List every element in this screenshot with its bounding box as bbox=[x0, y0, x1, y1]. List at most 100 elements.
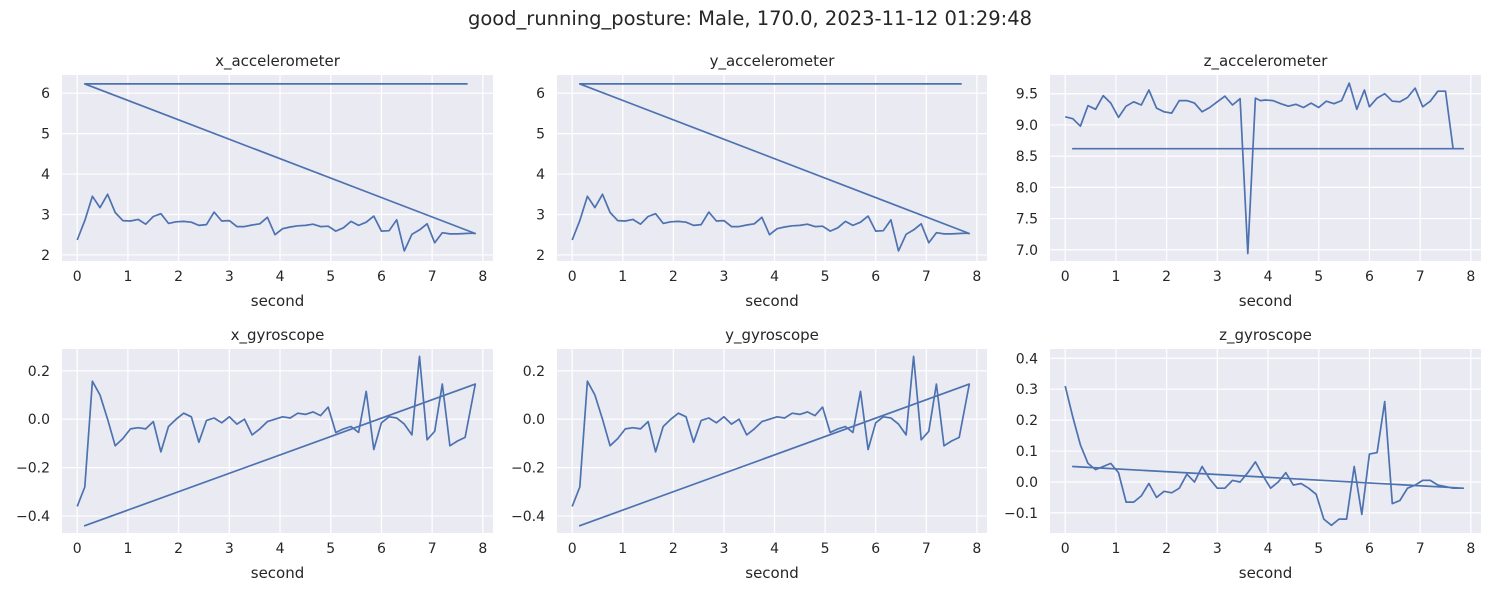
x-tick-label: 0 bbox=[568, 269, 577, 285]
subplot-title: y_accelerometer bbox=[710, 52, 836, 71]
subplot-title: z_accelerometer bbox=[1204, 52, 1329, 71]
x-tick-label: 1 bbox=[618, 269, 627, 285]
x-tick-label: 8 bbox=[972, 269, 981, 285]
subplot-z_accelerometer: 0 1 2 3 4 5 6 7 8 7.0 7.5 8.0 8.5 9.0 9.5 z_acceleromet… bbox=[1016, 52, 1481, 310]
x-tick-label: 5 bbox=[821, 269, 830, 285]
y-tick-label: 3 bbox=[536, 208, 545, 224]
x-tick-label: 3 bbox=[719, 541, 728, 557]
x-tick-label: 1 bbox=[618, 541, 627, 557]
x-axis-label: second bbox=[251, 564, 305, 582]
x-tick-label: 7 bbox=[1416, 541, 1425, 557]
x-tick-label: 6 bbox=[871, 269, 880, 285]
x-tick-label: 1 bbox=[1111, 269, 1120, 285]
x-tick-label: 0 bbox=[1061, 269, 1070, 285]
plot-area bbox=[62, 75, 493, 261]
plot-area bbox=[557, 349, 987, 533]
y-tick-label: 2 bbox=[41, 248, 50, 264]
y-tick-label: 6 bbox=[536, 86, 545, 102]
y-tick-label: 6 bbox=[41, 86, 50, 102]
y-tick-label: −0.1 bbox=[1004, 506, 1038, 522]
x-tick-label: 0 bbox=[568, 541, 577, 557]
subplot-title: x_accelerometer bbox=[215, 52, 341, 71]
series-line bbox=[1064, 82, 1465, 255]
subplot-title: x_gyroscope bbox=[231, 326, 325, 345]
series-line bbox=[1064, 385, 1465, 527]
x-tick-label: 3 bbox=[1213, 269, 1222, 285]
x-axis-label: second bbox=[251, 292, 305, 310]
x-tick-label: 1 bbox=[1111, 541, 1120, 557]
plot-area bbox=[62, 349, 493, 533]
x-tick-label: 2 bbox=[1162, 541, 1171, 557]
x-tick-label: 7 bbox=[922, 269, 931, 285]
y-tick-label: 8.0 bbox=[1016, 180, 1038, 196]
x-tick-label: 7 bbox=[922, 541, 931, 557]
y-tick-label: −0.2 bbox=[511, 461, 545, 477]
x-tick-label: 4 bbox=[770, 269, 779, 285]
y-tick-label: 3 bbox=[41, 208, 50, 224]
x-tick-label: 2 bbox=[174, 269, 183, 285]
subplot-title: z_gyroscope bbox=[1219, 326, 1312, 345]
x-tick-label: 2 bbox=[669, 269, 678, 285]
x-tick-label: 4 bbox=[276, 269, 285, 285]
x-axis-label: second bbox=[745, 564, 799, 582]
y-tick-label: −0.4 bbox=[16, 509, 50, 525]
x-tick-label: 6 bbox=[1365, 541, 1374, 557]
x-tick-label: 2 bbox=[1162, 269, 1171, 285]
x-tick-label: 6 bbox=[377, 541, 386, 557]
y-tick-label: 8.5 bbox=[1016, 149, 1038, 165]
x-tick-label: 5 bbox=[326, 269, 335, 285]
y-tick-label: 9.0 bbox=[1016, 118, 1038, 134]
subplot-title: y_gyroscope bbox=[725, 326, 819, 345]
x-tick-label: 2 bbox=[669, 541, 678, 557]
plot-area bbox=[1050, 349, 1481, 533]
y-tick-label: 0.0 bbox=[28, 412, 50, 428]
x-tick-label: 7 bbox=[1416, 269, 1425, 285]
y-tick-label: 0.2 bbox=[28, 364, 50, 380]
x-tick-label: 5 bbox=[821, 541, 830, 557]
x-tick-label: 1 bbox=[123, 269, 132, 285]
x-tick-label: 4 bbox=[770, 541, 779, 557]
x-tick-label: 6 bbox=[871, 541, 880, 557]
x-tick-label: 5 bbox=[1314, 269, 1323, 285]
x-tick-label: 3 bbox=[225, 269, 234, 285]
x-tick-label: 0 bbox=[1061, 541, 1070, 557]
y-tick-label: 4 bbox=[536, 167, 545, 183]
x-tick-label: 5 bbox=[1314, 541, 1323, 557]
series-line bbox=[76, 355, 477, 527]
x-tick-label: 1 bbox=[123, 541, 132, 557]
x-tick-label: 7 bbox=[428, 541, 437, 557]
subplot-z_gyroscope: 0 1 2 3 4 5 6 7 8 −0.1 0.0 0.1 0.2 0.3 0.4 z_gyroscopes… bbox=[1004, 326, 1481, 582]
x-tick-label: 3 bbox=[719, 269, 728, 285]
y-tick-label: 4 bbox=[41, 167, 50, 183]
figure-title: good_running_posture: Male, 170.0, 2023-… bbox=[467, 7, 1033, 30]
y-tick-label: −0.4 bbox=[511, 509, 545, 525]
x-tick-label: 7 bbox=[428, 269, 437, 285]
x-tick-label: 0 bbox=[73, 541, 82, 557]
series-line bbox=[571, 83, 971, 252]
x-tick-label: 3 bbox=[225, 541, 234, 557]
y-tick-label: 0.1 bbox=[1016, 444, 1038, 460]
y-tick-label: 7.0 bbox=[1016, 243, 1038, 259]
x-tick-label: 8 bbox=[1466, 269, 1475, 285]
y-tick-label: 0.3 bbox=[1016, 382, 1038, 398]
x-tick-label: 5 bbox=[326, 541, 335, 557]
y-tick-label: 0.4 bbox=[1016, 351, 1038, 367]
x-axis-label: second bbox=[1239, 292, 1293, 310]
x-axis-label: second bbox=[745, 292, 799, 310]
x-axis-label: second bbox=[1239, 564, 1293, 582]
x-tick-label: 8 bbox=[972, 541, 981, 557]
y-tick-label: 9.5 bbox=[1016, 87, 1038, 103]
y-tick-label: 7.5 bbox=[1016, 212, 1038, 228]
x-tick-label: 8 bbox=[478, 269, 487, 285]
x-tick-label: 8 bbox=[478, 541, 487, 557]
x-tick-label: 4 bbox=[276, 541, 285, 557]
x-tick-label: 6 bbox=[1365, 269, 1374, 285]
y-tick-label: 5 bbox=[41, 127, 50, 143]
x-tick-label: 8 bbox=[1466, 541, 1475, 557]
y-tick-label: 0.0 bbox=[523, 412, 545, 428]
